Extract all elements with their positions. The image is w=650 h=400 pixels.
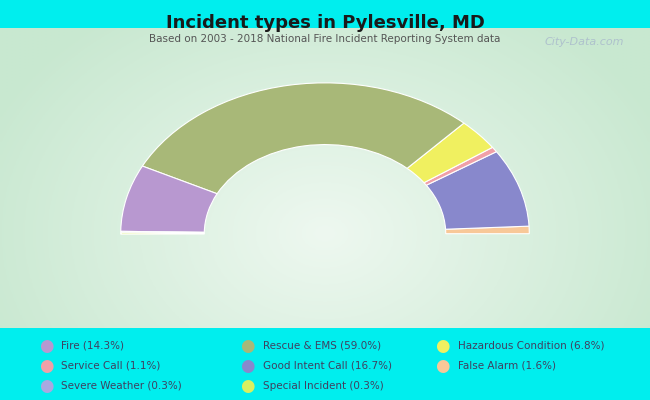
Text: ●: ● [436, 357, 450, 375]
Text: Based on 2003 - 2018 National Fire Incident Reporting System data: Based on 2003 - 2018 National Fire Incid… [150, 34, 500, 44]
Text: ●: ● [240, 377, 255, 395]
Text: City-Data.com: City-Data.com [545, 37, 624, 47]
Wedge shape [445, 226, 529, 234]
Wedge shape [142, 83, 464, 194]
Wedge shape [121, 166, 217, 232]
Text: Incident types in Pylesville, MD: Incident types in Pylesville, MD [166, 14, 484, 32]
Text: Fire (14.3%): Fire (14.3%) [61, 341, 124, 351]
Wedge shape [121, 231, 204, 233]
Text: ●: ● [240, 357, 255, 375]
Text: Good Intent Call (16.7%): Good Intent Call (16.7%) [263, 361, 391, 371]
Text: Rescue & EMS (59.0%): Rescue & EMS (59.0%) [263, 341, 381, 351]
Wedge shape [424, 147, 497, 185]
Text: Severe Weather (0.3%): Severe Weather (0.3%) [61, 381, 182, 391]
Wedge shape [407, 123, 493, 183]
Text: Service Call (1.1%): Service Call (1.1%) [61, 361, 161, 371]
Text: Hazardous Condition (6.8%): Hazardous Condition (6.8%) [458, 341, 604, 351]
Text: ●: ● [39, 337, 53, 355]
Text: Special Incident (0.3%): Special Incident (0.3%) [263, 381, 384, 391]
Wedge shape [121, 233, 204, 234]
Text: False Alarm (1.6%): False Alarm (1.6%) [458, 361, 556, 371]
Wedge shape [426, 152, 529, 229]
Text: ●: ● [240, 337, 255, 355]
Text: ●: ● [39, 357, 53, 375]
Text: ●: ● [39, 377, 53, 395]
Text: ●: ● [436, 337, 450, 355]
